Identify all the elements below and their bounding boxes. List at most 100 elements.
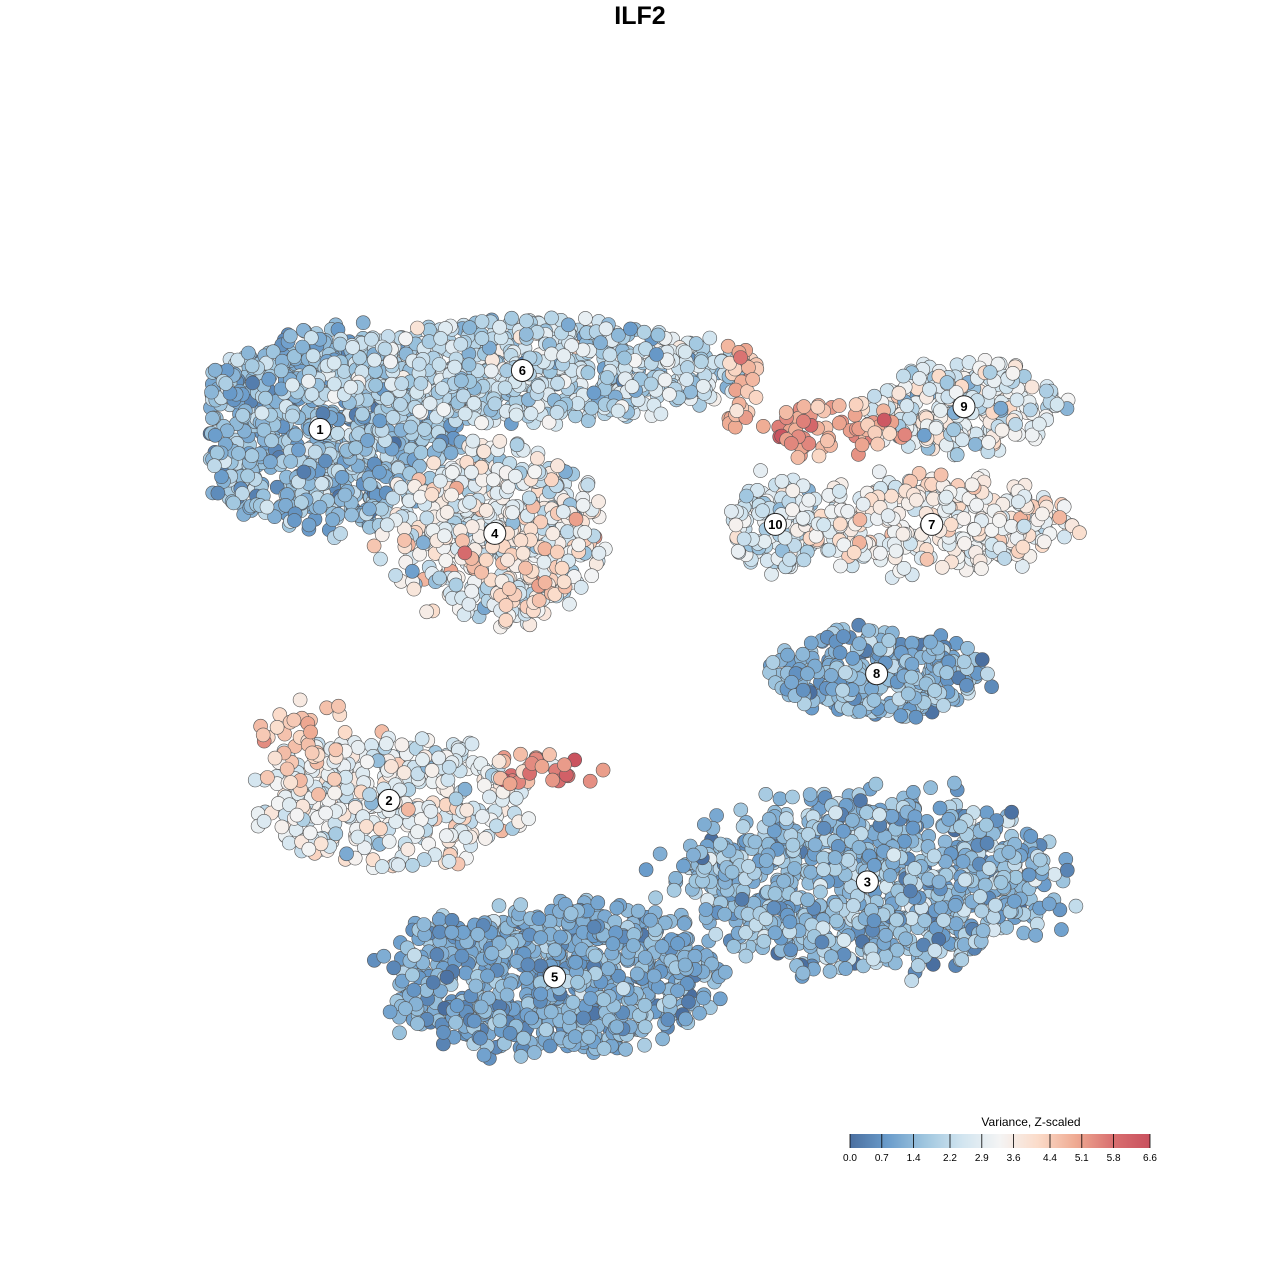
data-point — [852, 512, 868, 527]
data-point — [784, 674, 799, 690]
data-point — [643, 376, 659, 392]
data-point — [724, 504, 739, 519]
data-point — [397, 533, 412, 548]
data-point — [544, 346, 559, 362]
data-point — [474, 415, 489, 431]
data-point — [1037, 534, 1052, 550]
data-point — [840, 504, 856, 519]
data-point — [757, 534, 772, 549]
data-point — [1016, 518, 1032, 534]
data-point — [400, 802, 416, 817]
data-point — [578, 311, 593, 326]
data-point — [956, 511, 972, 526]
data-point — [617, 350, 632, 366]
data-point — [610, 403, 626, 419]
data-point — [1024, 379, 1040, 395]
data-point — [785, 789, 800, 805]
data-point — [586, 385, 602, 401]
data-point — [476, 1047, 492, 1063]
data-point — [630, 903, 646, 919]
data-point — [267, 509, 282, 525]
data-point — [795, 682, 811, 698]
data-point — [638, 862, 654, 878]
data-point — [904, 656, 920, 672]
data-point — [354, 406, 370, 422]
data-point — [444, 487, 459, 503]
data-point — [424, 487, 440, 502]
data-point — [755, 503, 770, 519]
data-point — [772, 791, 788, 807]
data-point — [423, 803, 439, 819]
data-point — [521, 490, 537, 506]
data-point — [394, 376, 410, 391]
data-point — [823, 668, 839, 683]
data-point — [505, 505, 520, 520]
data-point — [964, 477, 980, 493]
data-point — [245, 375, 260, 391]
data-point — [1054, 922, 1069, 937]
data-point — [816, 517, 832, 533]
data-point — [878, 927, 894, 943]
data-point — [302, 825, 318, 841]
data-point — [917, 913, 933, 928]
data-point — [662, 387, 677, 402]
data-point — [764, 566, 779, 582]
data-point — [422, 396, 438, 411]
data-point — [523, 406, 539, 421]
data-point — [881, 633, 897, 648]
data-point — [571, 537, 587, 553]
data-point — [866, 692, 882, 708]
data-point — [458, 830, 473, 845]
data-point — [802, 787, 818, 802]
data-point — [318, 453, 333, 469]
data-point — [386, 960, 402, 976]
data-point — [381, 834, 397, 849]
data-point — [816, 862, 831, 877]
data-point — [437, 528, 452, 544]
data-point — [923, 780, 938, 796]
data-point — [207, 427, 223, 443]
data-point — [747, 834, 763, 850]
data-point — [832, 516, 848, 532]
data-point — [888, 543, 904, 559]
data-point — [908, 492, 924, 508]
data-point — [980, 666, 995, 682]
data-point — [899, 398, 915, 414]
data-point — [852, 636, 867, 652]
data-point — [432, 473, 448, 489]
data-point — [624, 379, 640, 394]
data-point — [967, 437, 983, 452]
data-point — [922, 382, 937, 397]
data-point — [814, 934, 830, 950]
data-point — [464, 736, 480, 752]
data-point — [1047, 867, 1062, 882]
data-point — [440, 772, 456, 788]
data-point — [949, 447, 965, 463]
data-point — [993, 400, 1009, 416]
data-point — [947, 897, 963, 913]
data-point — [355, 315, 371, 331]
data-point — [359, 819, 374, 834]
data-point — [244, 448, 260, 464]
data-point — [785, 483, 801, 498]
data-point — [948, 916, 964, 932]
data-point — [861, 623, 876, 638]
data-point — [765, 655, 781, 670]
data-point — [521, 811, 536, 827]
data-point — [846, 545, 862, 560]
data-point — [865, 951, 881, 967]
data-point — [385, 490, 401, 506]
data-point — [905, 820, 921, 836]
data-point — [210, 485, 226, 501]
data-point — [1072, 525, 1087, 541]
data-point — [878, 948, 893, 964]
data-point — [736, 531, 752, 547]
data-point — [403, 419, 418, 435]
data-point — [904, 669, 919, 685]
data-point — [362, 787, 377, 803]
data-point — [919, 551, 935, 567]
data-point — [453, 336, 469, 352]
data-point — [464, 464, 479, 480]
data-point — [1007, 893, 1022, 909]
data-point — [846, 898, 861, 913]
